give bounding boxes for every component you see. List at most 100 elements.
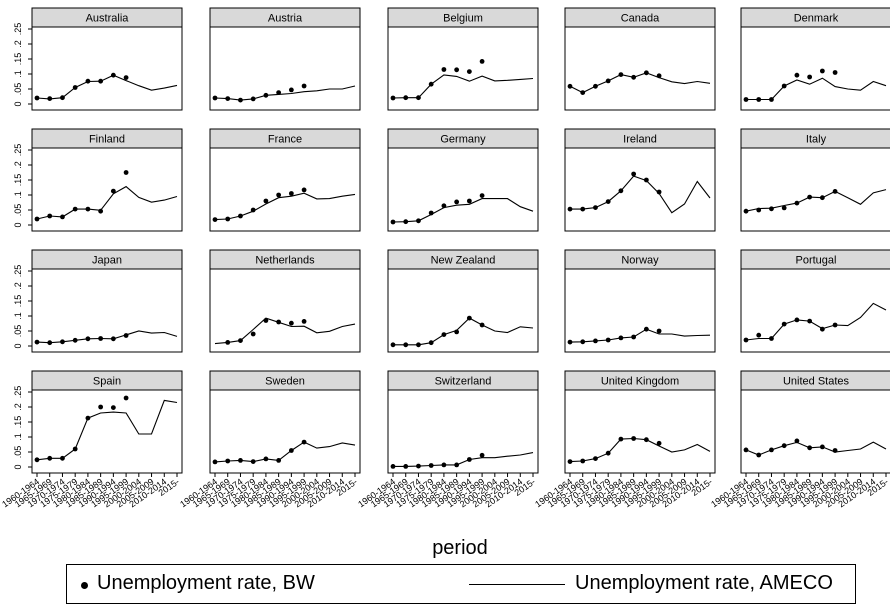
bw-point bbox=[47, 96, 53, 101]
bw-point bbox=[110, 72, 116, 78]
ameco-line bbox=[745, 441, 887, 456]
bw-point bbox=[390, 95, 396, 101]
bw-point bbox=[807, 74, 813, 80]
bw-point bbox=[743, 97, 749, 102]
bw-point bbox=[781, 83, 787, 89]
ameco-line bbox=[393, 452, 534, 467]
bw-point bbox=[110, 188, 116, 194]
bw-point bbox=[123, 395, 129, 401]
bw-point bbox=[85, 336, 91, 342]
panel-title: Italy bbox=[806, 134, 827, 146]
bw-point bbox=[60, 455, 65, 461]
bw-point bbox=[34, 339, 40, 345]
bw-point bbox=[403, 342, 409, 348]
panel-title: Finland bbox=[89, 134, 125, 146]
bw-point bbox=[403, 464, 409, 469]
bw-point bbox=[441, 67, 447, 72]
bw-point bbox=[60, 95, 65, 101]
y-tick-label: .2 bbox=[13, 161, 23, 169]
bw-point bbox=[631, 334, 637, 340]
bw-point bbox=[454, 199, 460, 205]
bw-point bbox=[466, 315, 472, 321]
y-tick-label: .05 bbox=[13, 204, 23, 217]
bw-point bbox=[212, 95, 218, 101]
ameco-line bbox=[745, 189, 887, 212]
bw-point bbox=[225, 458, 231, 464]
y-tick-label: .05 bbox=[13, 83, 23, 96]
ameco-line bbox=[36, 185, 178, 220]
y-tick-label: 0 bbox=[13, 222, 23, 227]
y-tick-label: .1 bbox=[13, 70, 23, 78]
bw-point bbox=[34, 216, 40, 222]
y-tick-label: .25 bbox=[13, 265, 23, 278]
panel: France bbox=[209, 128, 361, 232]
bw-point bbox=[466, 69, 472, 74]
bw-point bbox=[819, 195, 825, 201]
bw-point bbox=[656, 328, 662, 334]
bw-point bbox=[656, 73, 662, 79]
y-tick-label: .2 bbox=[13, 403, 23, 411]
bw-point bbox=[567, 459, 573, 464]
bw-point bbox=[743, 447, 749, 453]
bw-point bbox=[832, 189, 838, 194]
panel-frame bbox=[740, 268, 890, 353]
panel: Canada bbox=[564, 7, 716, 111]
bw-point bbox=[832, 70, 838, 75]
bw-point bbox=[479, 59, 485, 64]
panel-title: Spain bbox=[93, 376, 121, 388]
panel: Portugal bbox=[740, 249, 890, 353]
bw-point bbox=[390, 342, 396, 348]
bw-point bbox=[288, 87, 294, 93]
panel-frame bbox=[564, 147, 716, 232]
bw-point bbox=[441, 332, 447, 337]
y-tick-label: .1 bbox=[13, 433, 23, 441]
bw-point bbox=[85, 415, 91, 421]
bw-point bbox=[390, 464, 396, 469]
y-tick-label: 0 bbox=[13, 101, 23, 106]
panel-frame bbox=[564, 26, 716, 111]
bw-point bbox=[123, 75, 129, 80]
bw-point bbox=[416, 218, 421, 224]
ameco-line bbox=[570, 175, 711, 214]
bw-point bbox=[85, 206, 91, 212]
panel-frame bbox=[209, 26, 361, 111]
bw-point bbox=[238, 338, 243, 343]
y-tick-label: 0 bbox=[13, 343, 23, 348]
panel-title: Austria bbox=[268, 13, 303, 25]
bw-point bbox=[238, 97, 243, 103]
bw-point bbox=[263, 198, 269, 204]
y-tick-label: .25 bbox=[13, 23, 23, 36]
bw-point bbox=[466, 457, 472, 462]
bw-point bbox=[643, 177, 649, 183]
panel-frame bbox=[564, 389, 716, 474]
panel: Japan 0 .05 .1 .15 .2 .25 bbox=[13, 249, 183, 353]
bw-point bbox=[593, 338, 598, 344]
bw-point bbox=[643, 326, 649, 332]
panel-frame bbox=[31, 268, 183, 353]
bw-point bbox=[98, 336, 104, 341]
ameco-line bbox=[569, 328, 711, 343]
bw-point bbox=[743, 208, 749, 214]
bw-point bbox=[123, 333, 129, 338]
bw-point bbox=[643, 70, 649, 76]
bw-point bbox=[605, 78, 611, 84]
y-tick-label: .2 bbox=[13, 282, 23, 290]
bw-point bbox=[301, 319, 307, 324]
bw-point bbox=[479, 322, 485, 328]
x-axis-label: period bbox=[432, 537, 488, 559]
bw-point bbox=[110, 405, 116, 410]
bw-point bbox=[276, 319, 282, 325]
bw-point bbox=[72, 85, 78, 90]
bw-point bbox=[416, 342, 421, 348]
panel-title: Ireland bbox=[623, 134, 657, 146]
legend-label-bw: Unemployment rate, BW bbox=[97, 572, 315, 594]
panel-frame bbox=[387, 389, 539, 474]
bw-point bbox=[85, 78, 91, 84]
bw-point bbox=[643, 437, 649, 443]
bw-point bbox=[593, 205, 598, 211]
bw-point bbox=[593, 83, 598, 89]
ameco-line bbox=[392, 198, 534, 223]
panel-title: Portugal bbox=[796, 255, 837, 267]
panel-frame bbox=[387, 268, 539, 353]
panel: Finland 0 .05 .1 .15 .2 .25 bbox=[13, 128, 183, 232]
